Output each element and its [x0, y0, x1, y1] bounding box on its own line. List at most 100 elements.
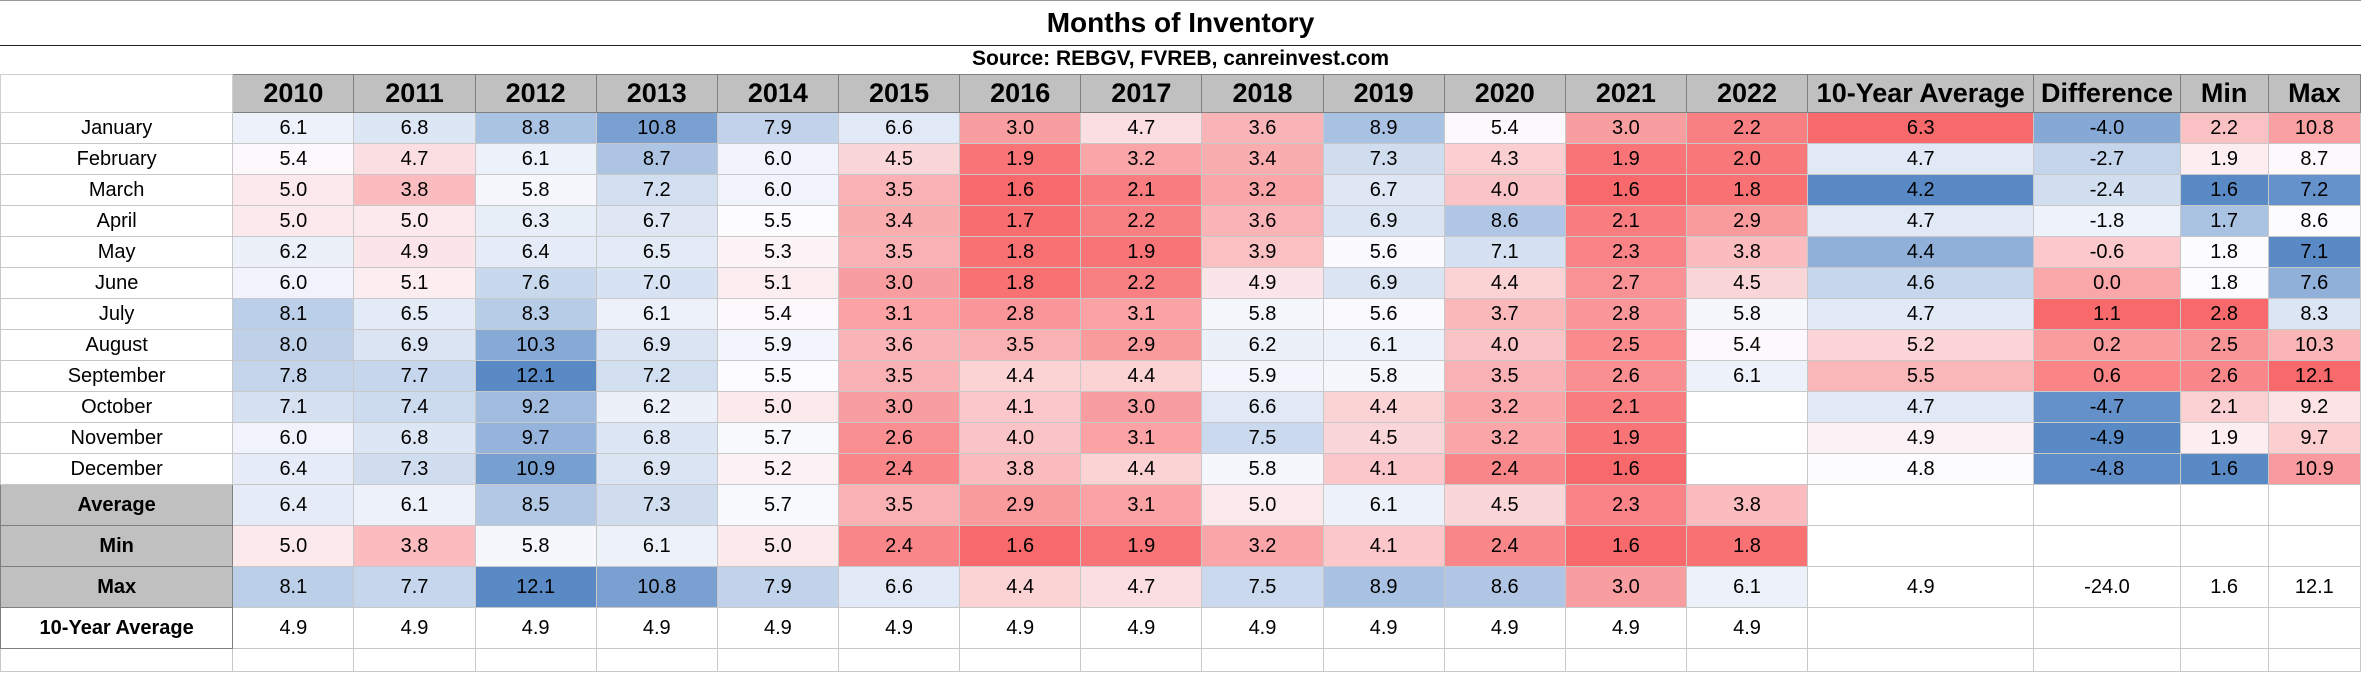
empty-cell [2267, 648, 2361, 672]
summary-cell: 4.9 [1201, 607, 1324, 649]
data-cell: 9.7 [2267, 422, 2361, 454]
data-cell: 3.2 [1080, 143, 1203, 175]
data-cell: 3.5 [837, 236, 961, 268]
empty-cell [837, 648, 961, 672]
data-cell: 1.9 [2179, 422, 2269, 454]
summary-cell: 4.9 [474, 607, 597, 649]
summary-cell: 3.2 [1201, 525, 1324, 567]
data-cell: 6.1 [1322, 329, 1445, 361]
empty-cell [1080, 648, 1203, 672]
data-cell: 6.9 [1322, 205, 1445, 237]
data-cell: 6.0 [232, 422, 355, 454]
table-title: Months of Inventory [0, 0, 2361, 46]
column-header: 2016 [959, 74, 1082, 113]
summary-cell: 4.9 [595, 607, 718, 649]
data-cell: 2.2 [1080, 205, 1203, 237]
empty-cell [0, 648, 234, 672]
data-cell: 7.6 [2267, 267, 2361, 299]
data-cell: 2.8 [2179, 298, 2269, 330]
data-cell: 4.1 [959, 391, 1082, 423]
data-cell: 0.0 [2033, 267, 2181, 299]
data-cell: 10.3 [474, 329, 597, 361]
data-cell: 5.2 [1807, 329, 2035, 361]
data-cell: 4.5 [1322, 422, 1445, 454]
data-cell: 8.7 [2267, 143, 2361, 175]
data-cell: 3.5 [959, 329, 1082, 361]
summary-cell: 4.7 [1080, 566, 1203, 608]
data-cell: 7.0 [595, 267, 718, 299]
column-header: 2014 [716, 74, 839, 113]
data-cell: 0.6 [2033, 360, 2181, 392]
data-cell: 6.1 [232, 112, 355, 144]
table-row: December 6.4 7.3 10.9 6.9 5.2 2.4 3.8 4.4 5.8 4.1 2… [0, 453, 2361, 485]
data-cell: 1.9 [2179, 143, 2269, 175]
data-cell: 7.2 [2267, 174, 2361, 206]
summary-cell: -24.0 [2033, 566, 2181, 608]
summary-cell: 10.8 [595, 566, 718, 608]
data-cell: 6.0 [232, 267, 355, 299]
data-cell: 3.2 [1443, 391, 1566, 423]
data-cell: 5.8 [1201, 298, 1324, 330]
data-cell: 6.0 [716, 174, 839, 206]
column-header: 2020 [1443, 74, 1566, 113]
summary-cell [2033, 484, 2181, 526]
summary-cell: 6.1 [1685, 566, 1809, 608]
data-cell: -4.9 [2033, 422, 2181, 454]
data-cell: 6.4 [474, 236, 597, 268]
data-cell: 5.9 [1201, 360, 1324, 392]
data-cell: 1.8 [959, 236, 1082, 268]
data-cell: 2.1 [1080, 174, 1203, 206]
data-cell: 7.9 [716, 112, 839, 144]
data-cell: 6.5 [595, 236, 718, 268]
summary-cell: 7.7 [353, 566, 476, 608]
table-row: September 7.8 7.7 12.1 7.2 5.5 3.5 4.4 4.4 5.9 5.8… [0, 360, 2361, 392]
data-cell: 5.0 [716, 391, 839, 423]
data-cell: 5.9 [716, 329, 839, 361]
data-cell: 3.1 [1080, 298, 1203, 330]
data-cell: 7.2 [595, 174, 718, 206]
data-cell: 4.8 [1807, 453, 2035, 485]
summary-cell: 5.8 [474, 525, 597, 567]
summary-cell [2267, 525, 2361, 567]
data-cell: 7.3 [353, 453, 476, 485]
data-cell: 6.8 [353, 112, 476, 144]
data-cell: 4.4 [1080, 360, 1203, 392]
table-row: October 7.1 7.4 9.2 6.2 5.0 3.0 4.1 3.0 6.6 4.4 3.2… [0, 391, 2361, 423]
data-cell: 2.9 [1685, 205, 1809, 237]
summary-label: Max [0, 566, 234, 608]
summary-cell: 2.3 [1564, 484, 1687, 526]
data-cell: 8.8 [474, 112, 597, 144]
summary-cell: 4.9 [1685, 607, 1809, 649]
data-cell: 2.5 [2179, 329, 2269, 361]
summary-cell: 1.6 [2179, 566, 2269, 608]
data-cell: 4.9 [1201, 267, 1324, 299]
data-cell: 6.9 [353, 329, 476, 361]
row-label: November [0, 422, 234, 454]
summary-cell: 2.9 [959, 484, 1082, 526]
data-cell: 5.7 [716, 422, 839, 454]
data-cell: 10.3 [2267, 329, 2361, 361]
data-cell: 3.2 [1443, 422, 1566, 454]
empty-cell [959, 648, 1082, 672]
data-cell: 12.1 [2267, 360, 2361, 392]
data-cell: 2.5 [1564, 329, 1687, 361]
column-header: 2017 [1080, 74, 1203, 113]
empty-cell [1685, 648, 1809, 672]
data-cell: 6.4 [232, 453, 355, 485]
data-cell: 3.4 [837, 205, 961, 237]
data-cell: -2.4 [2033, 174, 2181, 206]
data-cell: 6.3 [474, 205, 597, 237]
data-cell: 1.8 [959, 267, 1082, 299]
data-cell: 2.9 [1080, 329, 1203, 361]
data-cell: 7.1 [1443, 236, 1566, 268]
summary-cell: 8.6 [1443, 566, 1566, 608]
column-header: 2018 [1201, 74, 1324, 113]
data-cell: -4.8 [2033, 453, 2181, 485]
data-cell: 1.9 [1564, 143, 1687, 175]
data-cell: 10.8 [2267, 112, 2361, 144]
data-cell: 5.8 [1322, 360, 1445, 392]
data-cell: 2.8 [959, 298, 1082, 330]
data-cell: 3.1 [1080, 422, 1203, 454]
data-cell: 5.0 [353, 205, 476, 237]
data-cell: 3.2 [1201, 174, 1324, 206]
